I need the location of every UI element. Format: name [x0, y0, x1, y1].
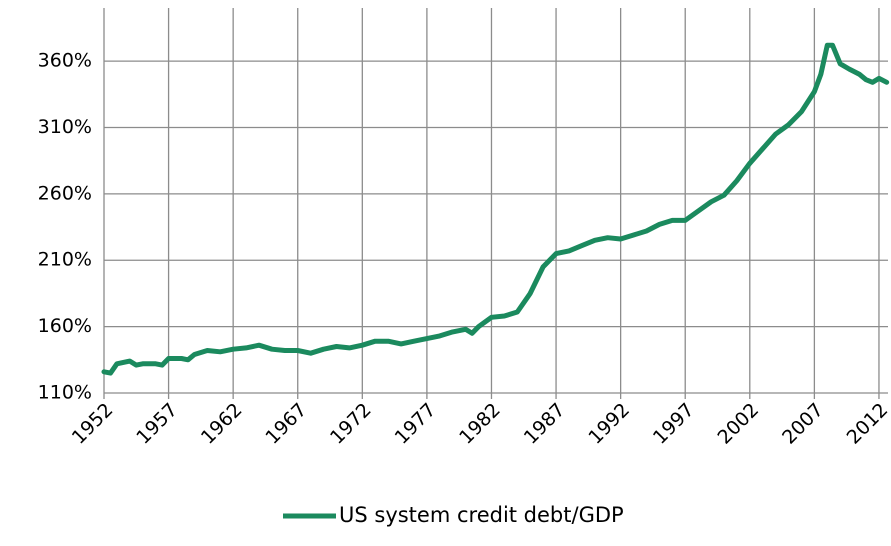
- x-tick-label: 1962: [197, 399, 247, 449]
- y-tick-label: 160%: [38, 315, 92, 337]
- x-tick-label: 1992: [584, 399, 634, 449]
- y-tick-label: 260%: [38, 182, 92, 204]
- x-tick-label: 1957: [132, 399, 182, 449]
- x-tick-label: 2012: [843, 399, 891, 449]
- x-tick-label: 2007: [778, 399, 828, 449]
- y-tick-label: 210%: [38, 249, 92, 271]
- y-tick-label: 110%: [38, 382, 92, 404]
- x-tick-label: 1982: [455, 399, 505, 449]
- y-tick-label: 310%: [38, 116, 92, 138]
- y-tick-label: 360%: [38, 50, 92, 72]
- data-line: [101, 42, 890, 376]
- x-tick-label: 1972: [326, 399, 376, 449]
- x-tick-label: 1952: [68, 399, 118, 449]
- x-tick-label: 1997: [649, 399, 699, 449]
- x-tick-label: 1987: [520, 399, 570, 449]
- x-tick-label: 1967: [261, 399, 311, 449]
- legend-label: US system credit debt/GDP: [339, 503, 624, 527]
- x-tick-label: 2002: [713, 399, 763, 449]
- x-tick-label: 1977: [391, 399, 441, 449]
